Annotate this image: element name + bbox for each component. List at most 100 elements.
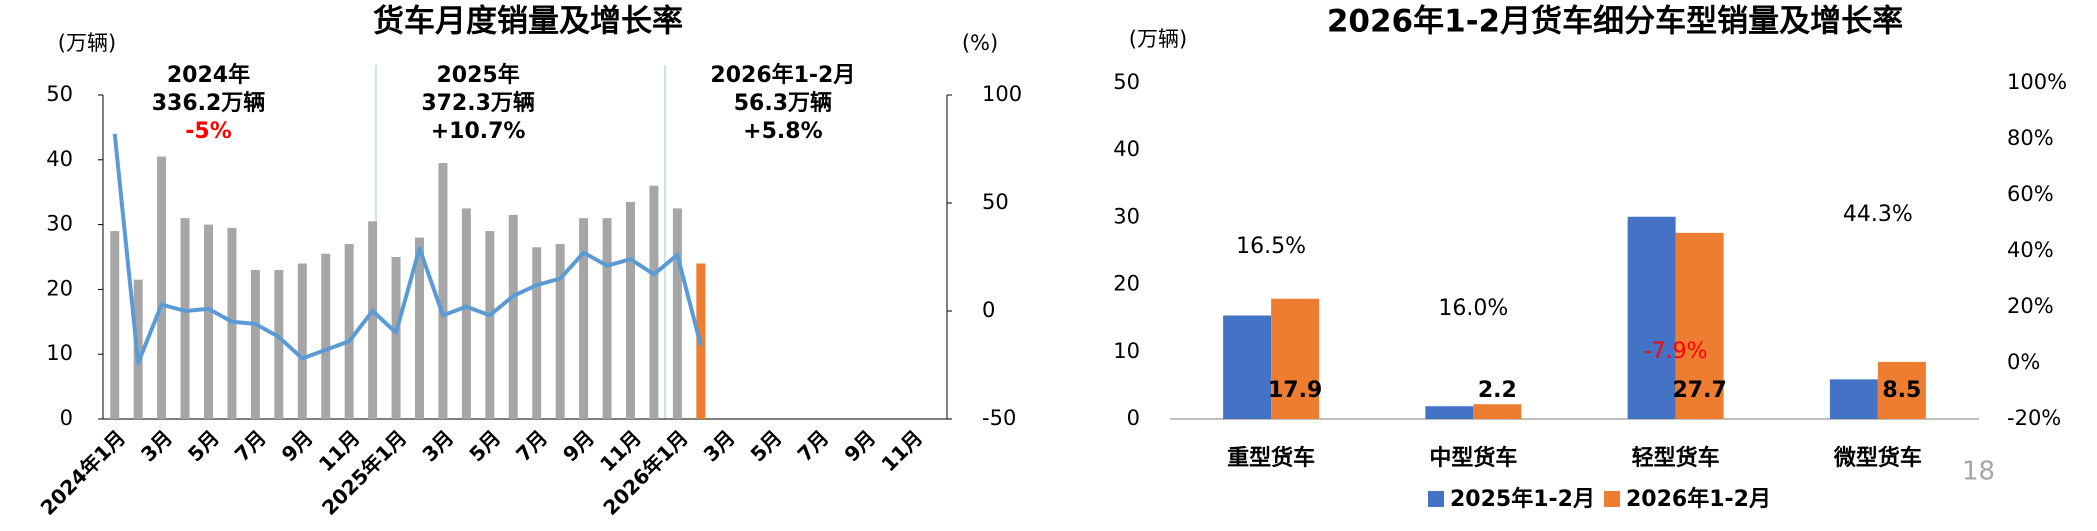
y2-tick-label: 0% xyxy=(2007,350,2040,374)
y2-tick-label: 0 xyxy=(982,298,995,322)
annotation: 2024年 xyxy=(167,62,250,88)
bar xyxy=(1473,404,1522,419)
legend-label: 2026年1-2月 xyxy=(1626,486,1771,512)
bar xyxy=(626,201,635,419)
bar xyxy=(391,257,401,419)
y2-tick-label: -50 xyxy=(982,406,1016,430)
bar xyxy=(532,247,542,419)
data-label: 2.2 xyxy=(1478,378,1517,403)
y-tick-label: 30 xyxy=(46,212,73,236)
bar xyxy=(110,231,120,419)
legend-swatch xyxy=(1428,491,1444,507)
y2-tick-label: 100% xyxy=(2007,70,2067,94)
y-tick-label: 0 xyxy=(60,406,73,430)
x-tick-label: 9月 xyxy=(839,425,880,466)
bar xyxy=(485,231,495,419)
bar xyxy=(321,253,331,419)
x-tick-label: 3月 xyxy=(136,425,177,466)
growth-label: 16.5% xyxy=(1236,234,1306,259)
x-tick-label: 7月 xyxy=(511,425,552,466)
legend-label: 2025年1-2月 xyxy=(1450,486,1595,512)
x-tick-label: 重型货车 xyxy=(1227,445,1315,471)
x-tick-label: 7月 xyxy=(793,425,834,466)
annotation: 336.2万辆 xyxy=(152,90,266,116)
bar xyxy=(250,269,260,419)
x-tick-label: 2024年1月 xyxy=(36,425,130,519)
data-label: 27.7 xyxy=(1672,378,1726,403)
y2-axis-label: (%) xyxy=(962,31,998,55)
bar xyxy=(1223,315,1272,419)
y-tick-label: 0 xyxy=(1127,406,1140,430)
bar xyxy=(555,244,565,419)
annotation: 56.3万辆 xyxy=(734,90,832,116)
bar xyxy=(204,224,213,419)
x-tick-label: 3月 xyxy=(699,425,740,466)
x-tick-label: 11月 xyxy=(876,425,927,476)
bar xyxy=(180,218,190,419)
bar xyxy=(649,185,659,419)
bar xyxy=(1829,379,1878,419)
y-tick-label: 40 xyxy=(1113,137,1140,161)
x-tick-label: 9月 xyxy=(277,425,318,466)
growth-label: 44.3% xyxy=(1843,202,1913,227)
annotation: 372.3万辆 xyxy=(421,90,535,116)
growth-label: 16.0% xyxy=(1438,296,1508,321)
y-tick-label: 20 xyxy=(1113,272,1140,296)
bar xyxy=(1425,406,1474,419)
y2-tick-label: 80% xyxy=(2007,126,2054,150)
bar xyxy=(602,218,612,419)
bar xyxy=(672,208,682,419)
legend-swatch xyxy=(1604,491,1620,507)
x-tick-label: 5月 xyxy=(746,425,787,466)
y2-tick-label: 40% xyxy=(2007,238,2054,262)
bar xyxy=(297,263,307,419)
growth-label: -7.9% xyxy=(1644,339,1708,364)
bar xyxy=(344,244,354,419)
annotation: 2026年1-2月 xyxy=(710,62,855,88)
annotation: +10.7% xyxy=(431,119,526,144)
bar xyxy=(579,218,589,419)
bar xyxy=(461,208,471,419)
bar xyxy=(508,214,518,419)
bar xyxy=(1675,232,1724,419)
bar xyxy=(1271,298,1320,419)
y-tick-label: 20 xyxy=(46,276,73,300)
y-axis-label: (万辆) xyxy=(1129,27,1187,51)
y2-tick-label: 50 xyxy=(982,190,1009,214)
y-tick-label: 30 xyxy=(1113,204,1140,228)
y-tick-label: 10 xyxy=(46,341,73,365)
page-number: 18 xyxy=(1962,457,1995,487)
x-tick-label: 中型货车 xyxy=(1429,445,1517,471)
bar xyxy=(438,163,448,419)
line xyxy=(112,133,703,365)
y-tick-label: 40 xyxy=(46,147,73,171)
x-tick-label: 5月 xyxy=(183,425,224,466)
x-tick-label: 9月 xyxy=(558,425,599,466)
chart-title: 货车月度销量及增长率 xyxy=(373,4,683,40)
bar xyxy=(415,237,424,419)
x-tick-label: 7月 xyxy=(230,425,271,466)
y2-tick-label: 20% xyxy=(2007,294,2054,318)
y2-tick-label: -20% xyxy=(2007,406,2061,430)
x-tick-label: 微型货车 xyxy=(1833,445,1922,471)
bar xyxy=(157,156,167,419)
x-tick-label: 轻型货车 xyxy=(1632,445,1720,471)
data-label: 17.9 xyxy=(1268,378,1322,403)
annotation: 2025年 xyxy=(436,62,519,88)
y2-tick-label: 60% xyxy=(2007,182,2054,206)
data-label: 8.5 xyxy=(1882,378,1921,403)
y-tick-label: 50 xyxy=(46,82,73,106)
bar xyxy=(1627,216,1676,419)
annotation: -5% xyxy=(185,119,231,144)
bar xyxy=(274,269,284,419)
y2-tick-label: 100 xyxy=(982,82,1022,106)
annotation: +5.8% xyxy=(743,119,822,144)
y-tick-label: 50 xyxy=(1113,70,1140,94)
y-axis-label: (万辆) xyxy=(58,31,116,55)
bar xyxy=(368,221,378,419)
x-tick-label: 5月 xyxy=(464,425,505,466)
bar xyxy=(1877,361,1926,419)
x-tick-label: 3月 xyxy=(417,425,458,466)
